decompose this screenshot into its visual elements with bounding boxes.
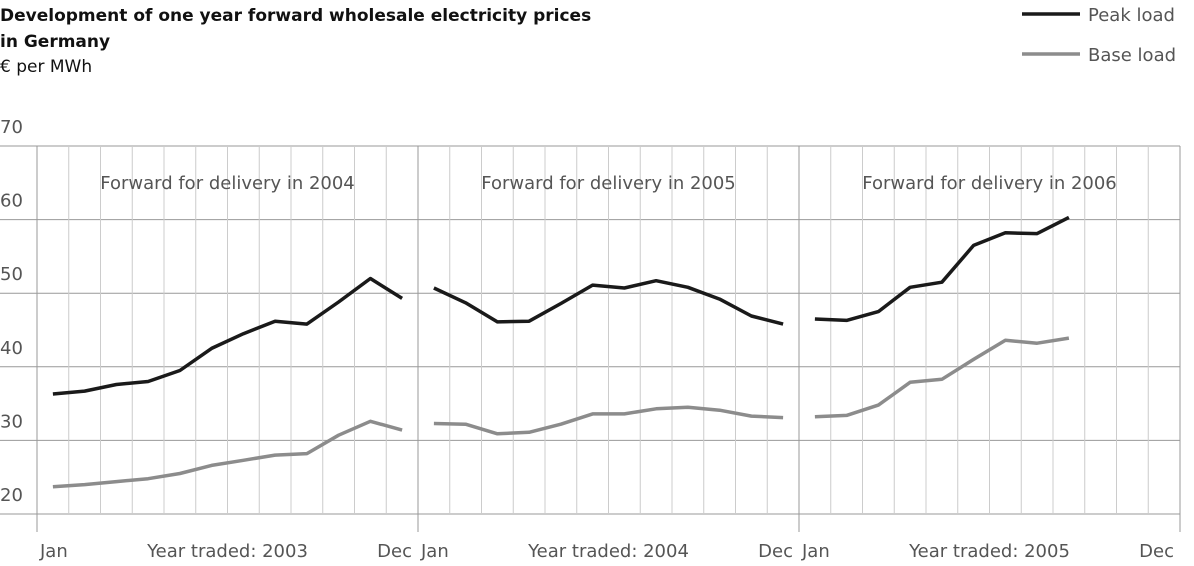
x-tick-label: Jan (801, 541, 830, 562)
x-axis-label: Year traded: 2005 (908, 541, 1070, 562)
series-line (433, 405, 784, 436)
x-tick-label: Dec (758, 541, 793, 562)
chart-subtitle: € per MWh (0, 57, 92, 77)
panel-title: Forward for delivery in 2004 (100, 173, 355, 194)
y-tick-label: 40 (0, 338, 23, 359)
y-tick-label: 70 (0, 117, 23, 138)
x-axis-label: Year traded: 2003 (146, 541, 308, 562)
legend-label: Peak load (1088, 5, 1175, 26)
series-line (814, 336, 1070, 419)
series-line (52, 419, 403, 489)
panel-title: Forward for delivery in 2005 (481, 173, 736, 194)
y-tick-label: 30 (0, 411, 23, 432)
chart-title: in Germany (0, 32, 110, 52)
series-line (814, 215, 1070, 323)
y-tick-label: 60 (0, 191, 23, 212)
y-tick-label: 20 (0, 485, 23, 506)
x-tick-label: Jan (420, 541, 449, 562)
series-line (52, 276, 404, 396)
series-line (433, 278, 784, 326)
panel-title: Forward for delivery in 2006 (862, 173, 1117, 194)
x-tick-label: Dec (377, 541, 412, 562)
y-tick-label: 50 (0, 264, 23, 285)
x-axis-label: Year traded: 2004 (527, 541, 689, 562)
legend-label: Base load (1088, 45, 1176, 66)
x-tick-label: Dec (1139, 541, 1174, 562)
chart-title: Development of one year forward wholesal… (0, 6, 591, 26)
x-tick-label: Jan (39, 541, 68, 562)
